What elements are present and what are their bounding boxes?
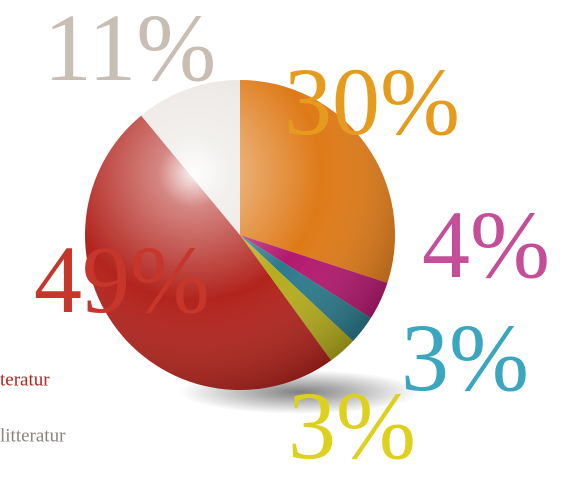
value-label: 49% xyxy=(34,226,210,333)
labels: 30% 4%3%3% 49% 11% xyxy=(34,0,550,479)
value-label: 3% xyxy=(288,372,416,479)
value-label: 30% xyxy=(284,48,460,155)
value-label: 11% xyxy=(44,0,216,101)
legend-entry: teratur xyxy=(0,369,50,390)
pie-highlight xyxy=(85,80,395,390)
value-label: 4% xyxy=(422,191,550,298)
legend-entry: litteratur xyxy=(0,425,66,446)
value-label: 3% xyxy=(401,304,529,411)
